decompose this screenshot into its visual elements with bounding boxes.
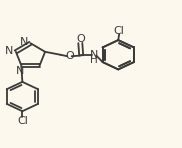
Text: N: N	[90, 50, 98, 60]
Text: N: N	[19, 37, 28, 48]
Text: N: N	[5, 46, 13, 56]
Text: N: N	[15, 66, 24, 76]
Text: Cl: Cl	[114, 26, 125, 36]
Text: O: O	[65, 51, 74, 61]
Text: O: O	[76, 34, 85, 44]
Text: H: H	[90, 55, 98, 65]
Text: Cl: Cl	[17, 116, 28, 126]
